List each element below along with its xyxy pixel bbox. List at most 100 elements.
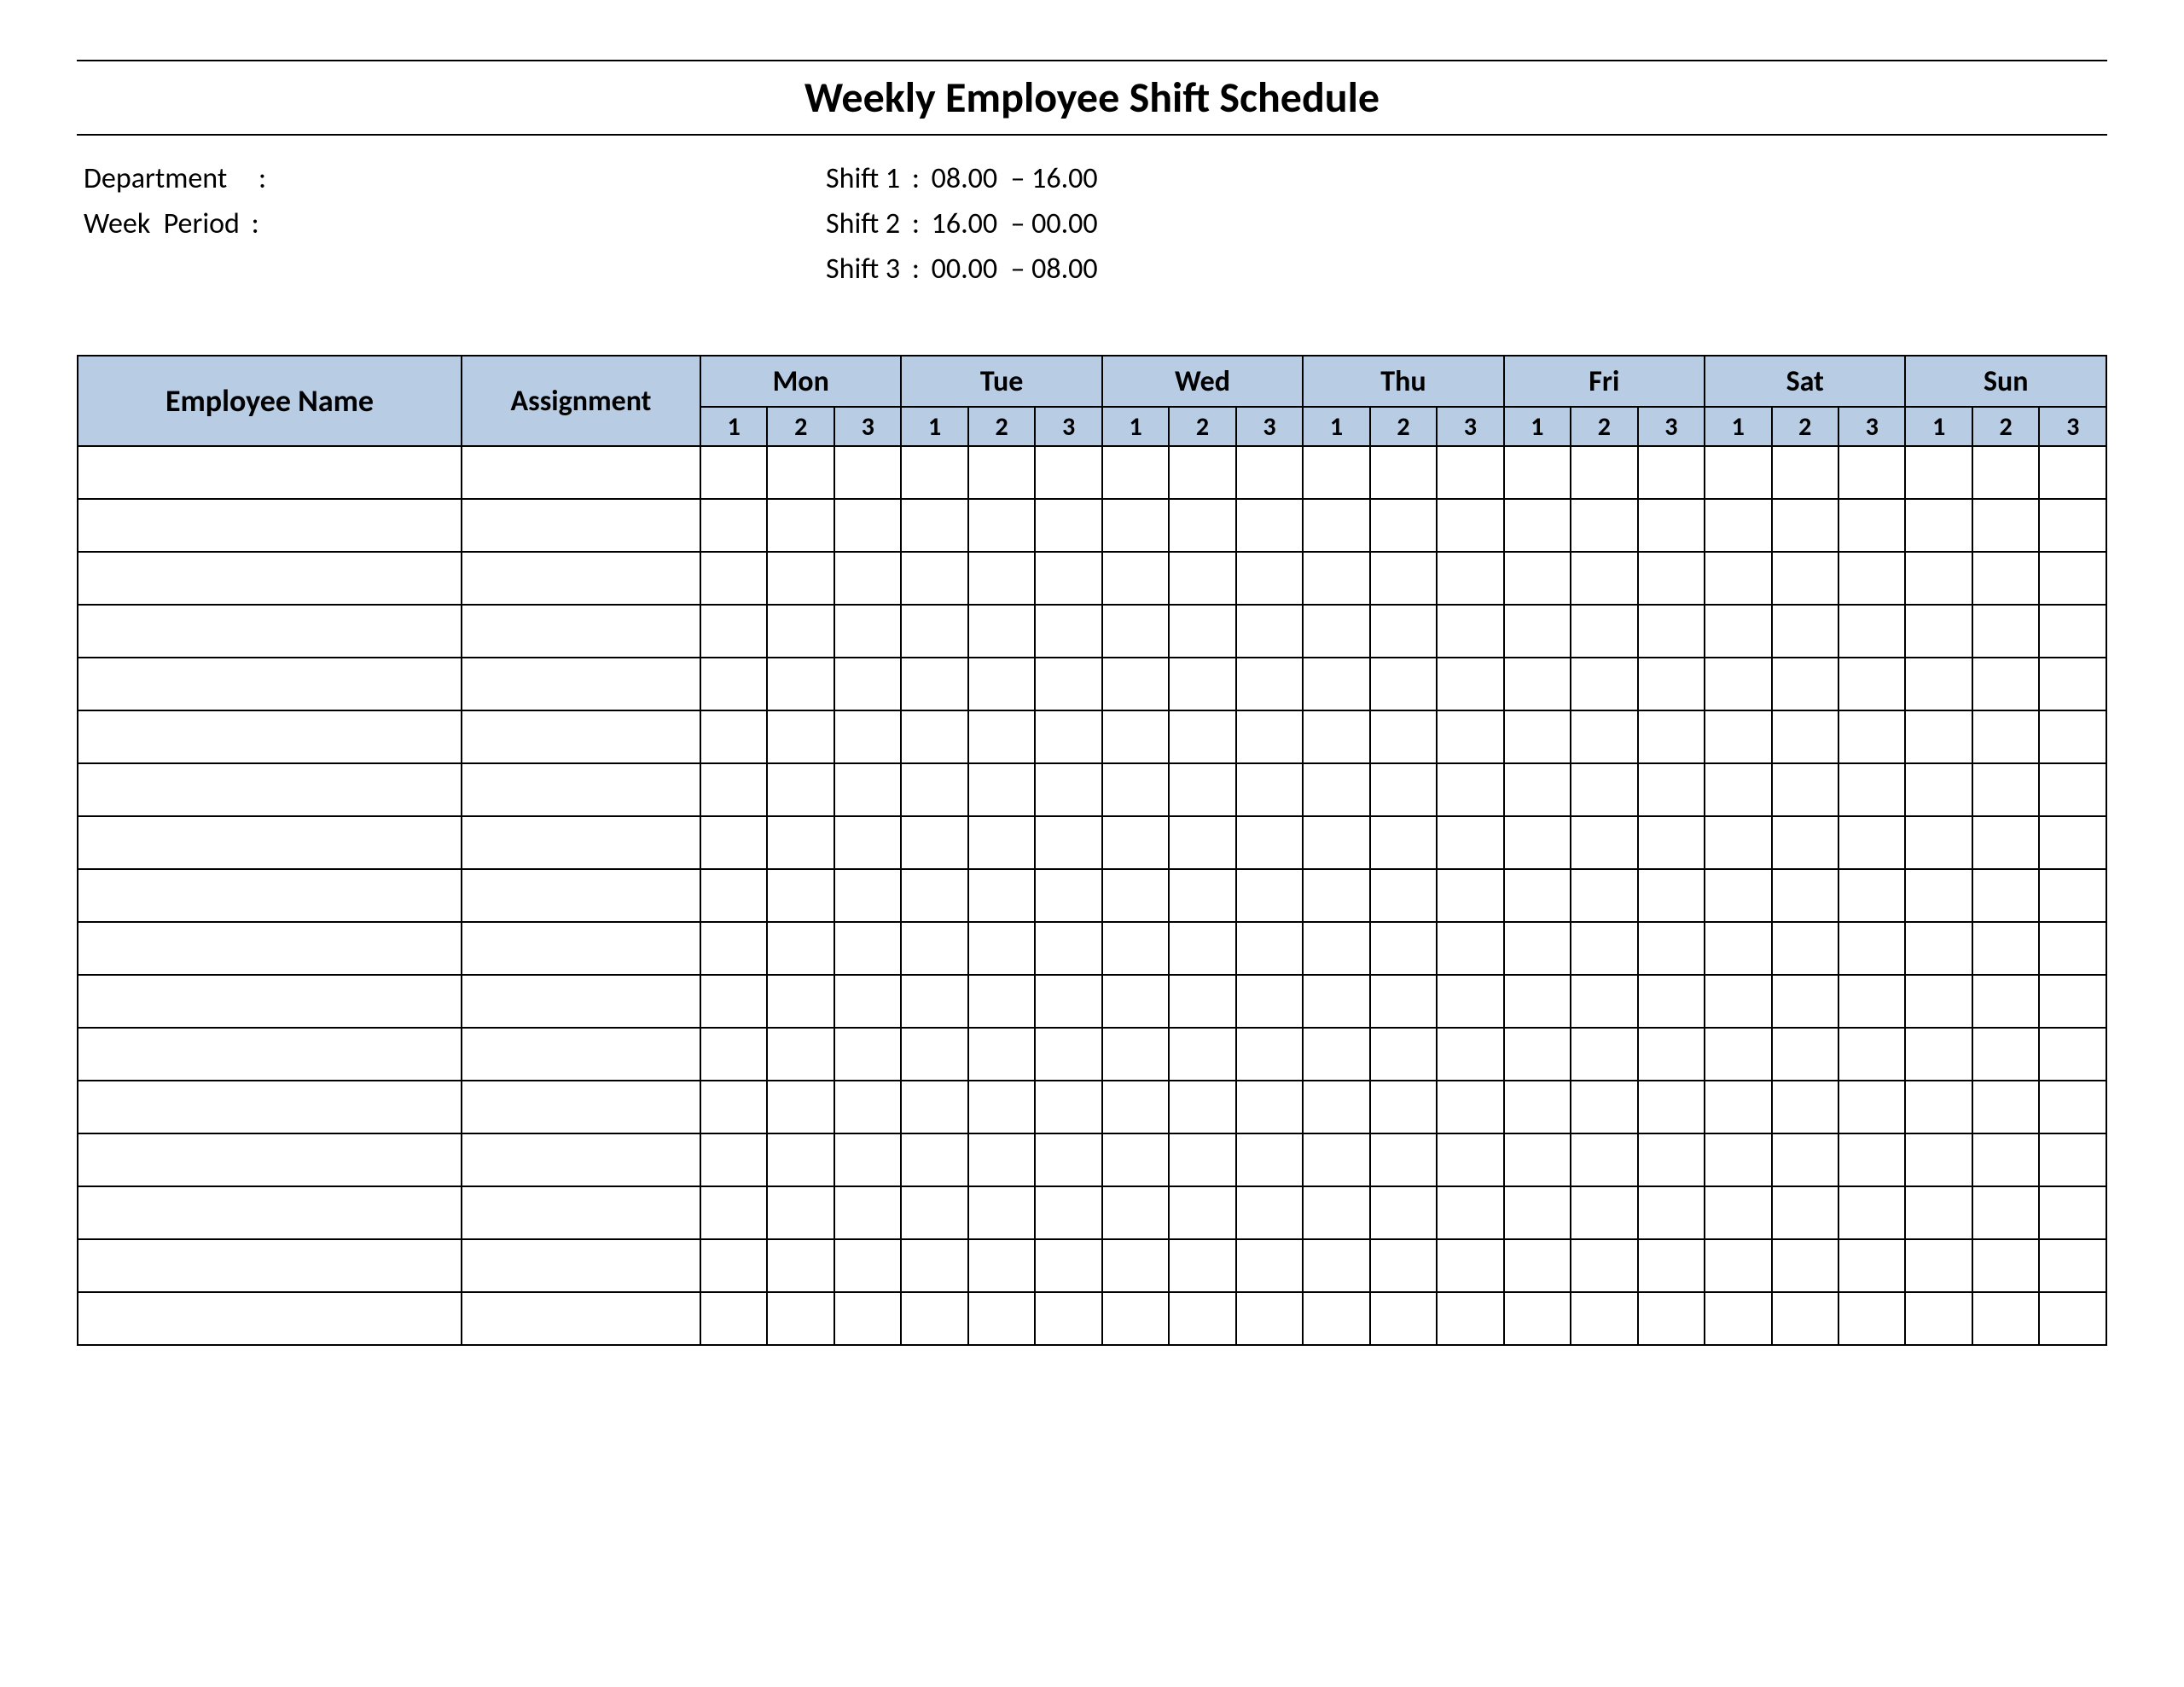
cell-shift[interactable] xyxy=(901,1028,967,1081)
cell-shift[interactable] xyxy=(767,446,834,499)
cell-shift[interactable] xyxy=(1102,552,1169,605)
cell-shift[interactable] xyxy=(901,552,967,605)
cell-shift[interactable] xyxy=(1905,763,1972,816)
cell-shift[interactable] xyxy=(1571,1081,1637,1133)
cell-shift[interactable] xyxy=(1905,1081,1972,1133)
cell-shift[interactable] xyxy=(1838,710,1905,763)
cell-shift[interactable] xyxy=(1972,658,2039,710)
cell-shift[interactable] xyxy=(767,605,834,658)
cell-shift[interactable] xyxy=(1705,710,1771,763)
cell-shift[interactable] xyxy=(2039,1239,2106,1292)
cell-shift[interactable] xyxy=(1035,658,1101,710)
cell-shift[interactable] xyxy=(1772,1028,1838,1081)
cell-shift[interactable] xyxy=(1169,1081,1235,1133)
cell-shift[interactable] xyxy=(1772,763,1838,816)
cell-employee-name[interactable] xyxy=(78,1133,462,1186)
cell-shift[interactable] xyxy=(1303,869,1369,922)
cell-assignment[interactable] xyxy=(462,710,700,763)
cell-employee-name[interactable] xyxy=(78,446,462,499)
cell-shift[interactable] xyxy=(1035,922,1101,975)
cell-shift[interactable] xyxy=(901,763,967,816)
cell-assignment[interactable] xyxy=(462,763,700,816)
cell-shift[interactable] xyxy=(700,1292,767,1345)
cell-shift[interactable] xyxy=(700,869,767,922)
cell-shift[interactable] xyxy=(1972,816,2039,869)
cell-shift[interactable] xyxy=(700,975,767,1028)
cell-assignment[interactable] xyxy=(462,816,700,869)
cell-shift[interactable] xyxy=(1035,446,1101,499)
cell-shift[interactable] xyxy=(1169,763,1235,816)
cell-shift[interactable] xyxy=(1838,1292,1905,1345)
cell-shift[interactable] xyxy=(1035,710,1101,763)
cell-shift[interactable] xyxy=(834,499,901,552)
cell-shift[interactable] xyxy=(1972,1133,2039,1186)
cell-shift[interactable] xyxy=(968,975,1035,1028)
cell-shift[interactable] xyxy=(1236,1133,1303,1186)
cell-shift[interactable] xyxy=(834,1239,901,1292)
cell-shift[interactable] xyxy=(767,552,834,605)
cell-assignment[interactable] xyxy=(462,1081,700,1133)
cell-shift[interactable] xyxy=(1504,763,1571,816)
cell-shift[interactable] xyxy=(834,1292,901,1345)
cell-shift[interactable] xyxy=(1102,975,1169,1028)
cell-shift[interactable] xyxy=(834,446,901,499)
cell-shift[interactable] xyxy=(1772,1292,1838,1345)
cell-shift[interactable] xyxy=(834,816,901,869)
cell-shift[interactable] xyxy=(1303,763,1369,816)
cell-shift[interactable] xyxy=(1370,552,1437,605)
cell-shift[interactable] xyxy=(767,1292,834,1345)
cell-shift[interactable] xyxy=(1838,1239,1905,1292)
cell-shift[interactable] xyxy=(1972,922,2039,975)
cell-shift[interactable] xyxy=(1102,1239,1169,1292)
cell-shift[interactable] xyxy=(1972,1239,2039,1292)
cell-shift[interactable] xyxy=(1972,605,2039,658)
cell-shift[interactable] xyxy=(1838,1133,1905,1186)
cell-shift[interactable] xyxy=(1035,763,1101,816)
cell-shift[interactable] xyxy=(1437,975,1503,1028)
cell-shift[interactable] xyxy=(1236,869,1303,922)
cell-shift[interactable] xyxy=(1437,1292,1503,1345)
cell-shift[interactable] xyxy=(901,1186,967,1239)
cell-shift[interactable] xyxy=(1303,499,1369,552)
cell-shift[interactable] xyxy=(1035,499,1101,552)
cell-shift[interactable] xyxy=(700,499,767,552)
cell-shift[interactable] xyxy=(1905,922,1972,975)
cell-shift[interactable] xyxy=(834,869,901,922)
cell-shift[interactable] xyxy=(1772,1081,1838,1133)
cell-shift[interactable] xyxy=(834,1133,901,1186)
cell-shift[interactable] xyxy=(1169,1133,1235,1186)
cell-shift[interactable] xyxy=(1035,1133,1101,1186)
cell-shift[interactable] xyxy=(1370,499,1437,552)
cell-shift[interactable] xyxy=(1571,1028,1637,1081)
cell-shift[interactable] xyxy=(1504,658,1571,710)
cell-shift[interactable] xyxy=(1705,763,1771,816)
cell-shift[interactable] xyxy=(1370,658,1437,710)
cell-shift[interactable] xyxy=(1638,605,1705,658)
cell-shift[interactable] xyxy=(1169,975,1235,1028)
cell-shift[interactable] xyxy=(1705,1292,1771,1345)
cell-shift[interactable] xyxy=(2039,446,2106,499)
cell-shift[interactable] xyxy=(1705,1186,1771,1239)
cell-shift[interactable] xyxy=(1102,1186,1169,1239)
cell-shift[interactable] xyxy=(1370,1186,1437,1239)
cell-assignment[interactable] xyxy=(462,1292,700,1345)
cell-shift[interactable] xyxy=(1972,710,2039,763)
cell-shift[interactable] xyxy=(1772,658,1838,710)
cell-shift[interactable] xyxy=(901,1081,967,1133)
cell-shift[interactable] xyxy=(2039,975,2106,1028)
cell-shift[interactable] xyxy=(1370,1133,1437,1186)
cell-shift[interactable] xyxy=(1504,710,1571,763)
cell-shift[interactable] xyxy=(1571,763,1637,816)
cell-shift[interactable] xyxy=(1236,816,1303,869)
cell-shift[interactable] xyxy=(767,763,834,816)
cell-shift[interactable] xyxy=(1638,1028,1705,1081)
cell-shift[interactable] xyxy=(1571,499,1637,552)
cell-shift[interactable] xyxy=(1972,499,2039,552)
cell-shift[interactable] xyxy=(1705,552,1771,605)
cell-shift[interactable] xyxy=(1905,499,1972,552)
cell-employee-name[interactable] xyxy=(78,1239,462,1292)
cell-shift[interactable] xyxy=(834,605,901,658)
cell-shift[interactable] xyxy=(1303,552,1369,605)
cell-shift[interactable] xyxy=(1370,446,1437,499)
cell-assignment[interactable] xyxy=(462,922,700,975)
